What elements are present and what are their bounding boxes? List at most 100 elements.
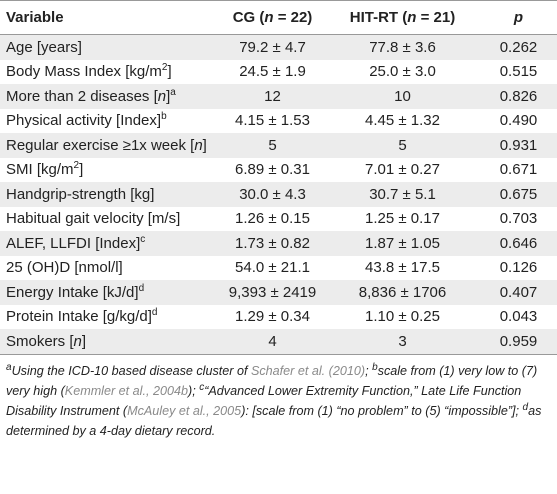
text: Age [years] bbox=[6, 38, 82, 56]
text: Habitual gait velocity [m/s] bbox=[6, 210, 181, 228]
table-cell: 7.01 ± 0.27 bbox=[365, 161, 440, 179]
italic-text: n bbox=[157, 87, 167, 105]
header-cell: p bbox=[480, 0, 557, 35]
superscript: b bbox=[372, 361, 378, 373]
text: HIT-RT ( bbox=[349, 9, 408, 26]
table-cell: 0.931 bbox=[480, 133, 557, 158]
text: ] bbox=[202, 136, 207, 154]
table-cell: 0.262 bbox=[480, 34, 557, 60]
table-cell: 0.490 bbox=[499, 112, 538, 130]
table-row: Smokers [n] 4 3 0.959 bbox=[0, 329, 557, 355]
table-cell: 4.15 ± 1.53 bbox=[235, 112, 310, 130]
table-cell: 30.0 ± 4.3 bbox=[220, 182, 325, 207]
text: ] bbox=[81, 332, 87, 350]
text: Protein Intake [g/kg/d] bbox=[6, 308, 152, 326]
text: scale from (1) very low to (7) very high… bbox=[6, 363, 538, 398]
table-row: Age [years] 79.2 ± 4.7 77.8 ± 3.6 0.262 bbox=[0, 34, 557, 60]
table-row: 25 (OH)D [nmol/l] 54.0 ± 21.1 43.8 ± 17.5 0… bbox=[0, 256, 557, 281]
text: ] bbox=[167, 63, 172, 81]
table-cell: 0.826 bbox=[480, 84, 557, 109]
table-cell: 43.8 ± 17.5 bbox=[365, 259, 440, 277]
table-cell: Body Mass Index [kg/m2] bbox=[0, 60, 220, 85]
table-cell: 0.515 bbox=[499, 63, 538, 81]
text: CG ( bbox=[232, 9, 265, 26]
italic-text: p bbox=[513, 9, 524, 26]
table-cell: 6.89 ± 0.31 bbox=[235, 161, 310, 179]
table-row: More than 2 diseases [n]a 12 10 0.826 bbox=[0, 84, 557, 109]
reference-link[interactable]: McAuley et al., 2005 bbox=[127, 403, 242, 418]
table-cell: 1.26 ± 0.15 bbox=[235, 210, 310, 228]
italic-text: n bbox=[73, 332, 82, 350]
text: Smokers [ bbox=[6, 332, 74, 350]
table-cell: 0.043 bbox=[499, 308, 538, 326]
text: = 22) bbox=[273, 9, 313, 26]
table-cell: 0.675 bbox=[480, 182, 557, 207]
table-row: Handgrip-strength [kg] 30.0 ± 4.3 30.7 ± 5… bbox=[0, 182, 557, 207]
table-cell: 9,393 ± 2419 bbox=[220, 280, 325, 305]
table-cell: Age [years] bbox=[0, 34, 220, 60]
table-row: Protein Intake [g/kg/d]d 1.29 ± 0.34 1.10 … bbox=[0, 305, 557, 330]
superscript: 2 bbox=[161, 62, 168, 74]
data-table: Variable CG (n = 22) HIT-RT (n = 21) p Age … bbox=[0, 0, 557, 355]
table-cell: 0.703 bbox=[499, 210, 538, 228]
table-row: Body Mass Index [kg/m2] 24.5 ± 1.9 25.0 ± … bbox=[0, 60, 557, 85]
text: More than 2 diseases [ bbox=[6, 87, 158, 105]
text: as determined by a 4-day dietary record. bbox=[6, 403, 542, 438]
table-cell: 0.671 bbox=[499, 161, 538, 179]
italic-text: n bbox=[194, 136, 203, 154]
text: ALEF, LLFDI [Index] bbox=[6, 234, 141, 252]
table-cell: 0.646 bbox=[480, 231, 557, 256]
text: = 21) bbox=[416, 9, 456, 26]
footnote: aUsing the ICD-10 based disease cluster … bbox=[0, 355, 557, 441]
text: ); bbox=[188, 383, 200, 398]
table-cell: 0.959 bbox=[480, 329, 557, 355]
table-row: Energy Intake [kJ/d]d 9,393 ± 2419 8,836 ±… bbox=[0, 280, 557, 305]
table-cell: Handgrip-strength [kg] bbox=[0, 182, 220, 207]
table-cell: ALEF, LLFDI [Index]c bbox=[0, 231, 220, 256]
superscript: d bbox=[522, 401, 529, 413]
table-cell: 1.73 ± 0.82 bbox=[220, 231, 325, 256]
table-row: Regular exercise ≥1x week [n] 5 5 0.931 bbox=[0, 133, 557, 158]
table-cell: Energy Intake [kJ/d]d bbox=[0, 280, 220, 305]
header-cell: CG (n = 22) bbox=[220, 0, 325, 35]
table-cell: 1.87 ± 1.05 bbox=[325, 231, 480, 256]
table-row: SMI [kg/m2] 6.89 ± 0.31 7.01 ± 0.27 0.671 bbox=[0, 158, 557, 183]
reference-link[interactable]: Schafer et al. (2010) bbox=[250, 363, 366, 378]
table-cell: SMI [kg/m2] bbox=[0, 158, 220, 183]
table-cell: 5 bbox=[325, 133, 480, 158]
superscript: c bbox=[140, 233, 146, 245]
superscript: c bbox=[199, 381, 205, 393]
text: “Advanced Lower Extremity Function,” Lat… bbox=[6, 383, 522, 418]
table-cell: 1.10 ± 0.25 bbox=[365, 308, 440, 326]
table-cell: 30.7 ± 5.1 bbox=[325, 182, 480, 207]
table-cell: 8,836 ± 1706 bbox=[325, 280, 480, 305]
table-cell: Physical activity [Index]b bbox=[0, 109, 220, 134]
table-cell: 0.126 bbox=[499, 259, 538, 277]
table-cell: More than 2 diseases [n]a bbox=[0, 84, 220, 109]
table-cell: 12 bbox=[220, 84, 325, 109]
italic-text: n bbox=[407, 9, 417, 26]
text: Regular exercise ≥1x week [ bbox=[6, 136, 195, 154]
table-cell: 79.2 ± 4.7 bbox=[220, 34, 325, 60]
table-cell: Smokers [n] bbox=[0, 329, 220, 355]
text: ; bbox=[365, 363, 373, 378]
header-row: Variable CG (n = 22) HIT-RT (n = 21) p bbox=[0, 0, 557, 35]
table-cell: 0.407 bbox=[480, 280, 557, 305]
text: Variable bbox=[6, 9, 64, 26]
text: Body Mass Index [kg/m bbox=[6, 63, 162, 81]
text: Handgrip-strength [kg] bbox=[6, 185, 155, 203]
table-body: Age [years] 79.2 ± 4.7 77.8 ± 3.6 0.262 Body… bbox=[0, 34, 557, 355]
table-cell: 77.8 ± 3.6 bbox=[325, 34, 480, 60]
text: SMI [kg/m bbox=[6, 161, 74, 179]
superscript: 2 bbox=[73, 160, 80, 172]
table-cell: 3 bbox=[325, 329, 480, 355]
superscript: a bbox=[170, 86, 176, 98]
table-cell: 4 bbox=[220, 329, 325, 355]
table-row: Habitual gait velocity [m/s] 1.26 ± 0.15 1… bbox=[0, 207, 557, 232]
table-cell: 5 bbox=[220, 133, 325, 158]
table-cell: 54.0 ± 21.1 bbox=[235, 259, 310, 277]
text: ): [scale from (1) “no problem” to (5) “… bbox=[241, 403, 523, 418]
superscript: d bbox=[151, 307, 158, 319]
text: 25 (OH)D [nmol/l] bbox=[6, 259, 123, 277]
reference-link[interactable]: Kemmler et al., 2004b bbox=[64, 383, 188, 398]
